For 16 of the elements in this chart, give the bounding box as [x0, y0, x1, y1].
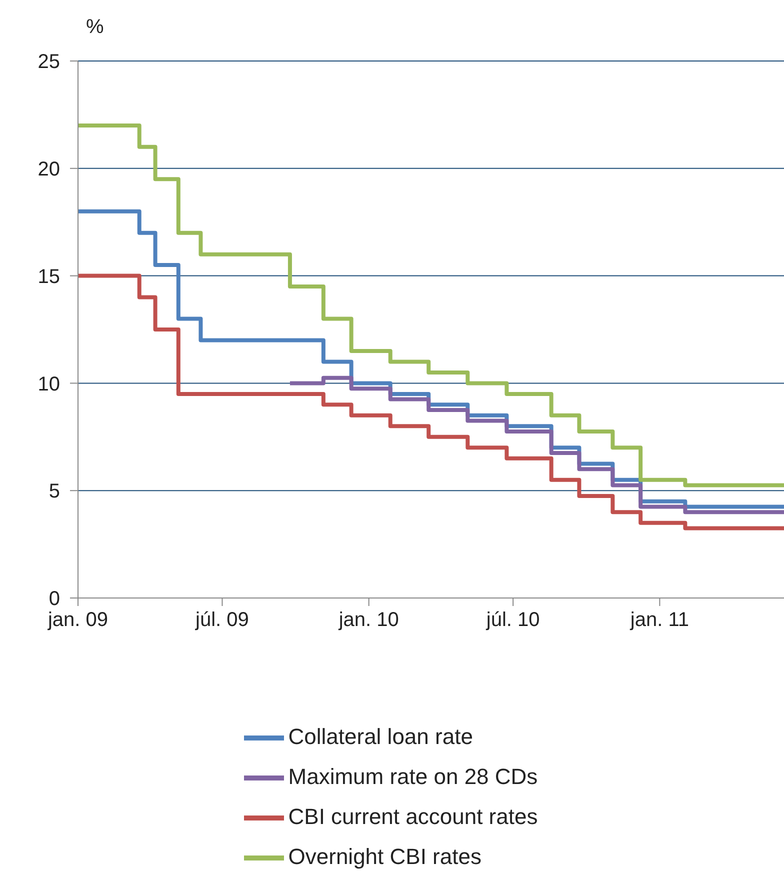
y-tick-label: 25	[38, 51, 60, 74]
legend-label: Collateral loan rate	[288, 724, 473, 749]
x-tick-label: júl. 09	[194, 609, 249, 632]
y-tick-label: 15	[38, 266, 60, 288]
y-axis-title: %	[86, 16, 104, 38]
x-tick-label: jan. 09	[46, 609, 108, 632]
x-tick-label: jan. 11	[629, 609, 689, 632]
y-tick-label: 20	[38, 158, 60, 180]
x-tick-label: júl. 10	[485, 609, 540, 632]
y-tick-label: 0	[48, 588, 60, 610]
y-tick-label: 10	[38, 373, 60, 396]
legend-label: CBI current account rates	[288, 804, 538, 829]
x-tick-label: jan. 10	[338, 609, 399, 632]
y-tick-label: 5	[48, 480, 60, 503]
legend-label: Overnight CBI rates	[288, 844, 482, 869]
legend-label: Maximum rate on 28 CDs	[288, 764, 538, 789]
